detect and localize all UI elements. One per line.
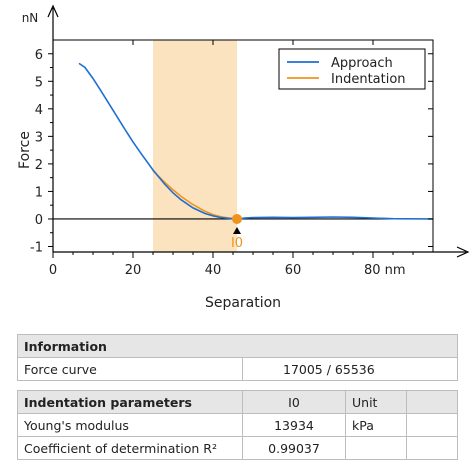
y-axis-label: Force xyxy=(17,131,33,169)
y-tick-label: 4 xyxy=(35,103,43,118)
x-tick-label: 60 xyxy=(285,263,302,278)
x-tick-label: 20 xyxy=(125,263,142,278)
i0-marker-label: I0 xyxy=(231,236,243,251)
r2-label: Coefficient of determination R² xyxy=(17,436,243,460)
y-tick-label: 1 xyxy=(35,185,43,200)
y-tick-label: 0 xyxy=(35,213,43,228)
force-curve-label: Force curve xyxy=(17,357,243,381)
column-unit: Unit xyxy=(345,390,407,414)
y-unit-label: nN xyxy=(22,11,39,25)
y-tick-label: 5 xyxy=(35,75,43,90)
x-axis-arrow-icon xyxy=(456,246,470,258)
i0-marker-point[interactable] xyxy=(232,213,242,224)
series-line-approach xyxy=(78,62,434,220)
x-tick-label: 40 xyxy=(205,263,222,278)
youngs-modulus-label: Young's modulus xyxy=(17,413,243,437)
x-tick-label: 80 nm xyxy=(364,263,406,278)
information-table: Information Force curve 17005 / 65536 xyxy=(17,334,458,381)
y-tick-label: 6 xyxy=(35,48,43,63)
table-row: Young's modulus 13934 kPa xyxy=(17,413,458,437)
indentation-range-region xyxy=(153,40,237,252)
legend-label-approach: Approach xyxy=(331,56,393,71)
column-empty xyxy=(406,390,458,414)
youngs-modulus-unit: kPa xyxy=(345,413,407,437)
table-row: Coefficient of determination R² 0.99037 xyxy=(17,436,458,460)
y-tick-label: 2 xyxy=(35,158,43,173)
y-axis-arrow-icon xyxy=(47,4,59,18)
indentation-parameters-table: Indentation parameters I0 Unit Young's m… xyxy=(17,390,458,460)
y-tick-label: 3 xyxy=(35,130,43,145)
column-i0: I0 xyxy=(242,390,346,414)
i0-pointer-icon xyxy=(233,226,241,234)
legend-box xyxy=(278,48,426,90)
force-curve-value: 17005 / 65536 xyxy=(242,357,458,381)
r2-unit xyxy=(345,436,407,460)
indentation-header: Indentation parameters xyxy=(17,390,243,414)
x-axis-label: Separation xyxy=(205,295,281,311)
legend-label-indentation: Indentation xyxy=(331,72,406,87)
y-tick-label: -1 xyxy=(30,240,43,255)
youngs-modulus-value: 13934 xyxy=(242,413,346,437)
x-tick-label: 0 xyxy=(49,263,57,278)
r2-value: 0.99037 xyxy=(242,436,346,460)
information-header: Information xyxy=(17,334,458,358)
